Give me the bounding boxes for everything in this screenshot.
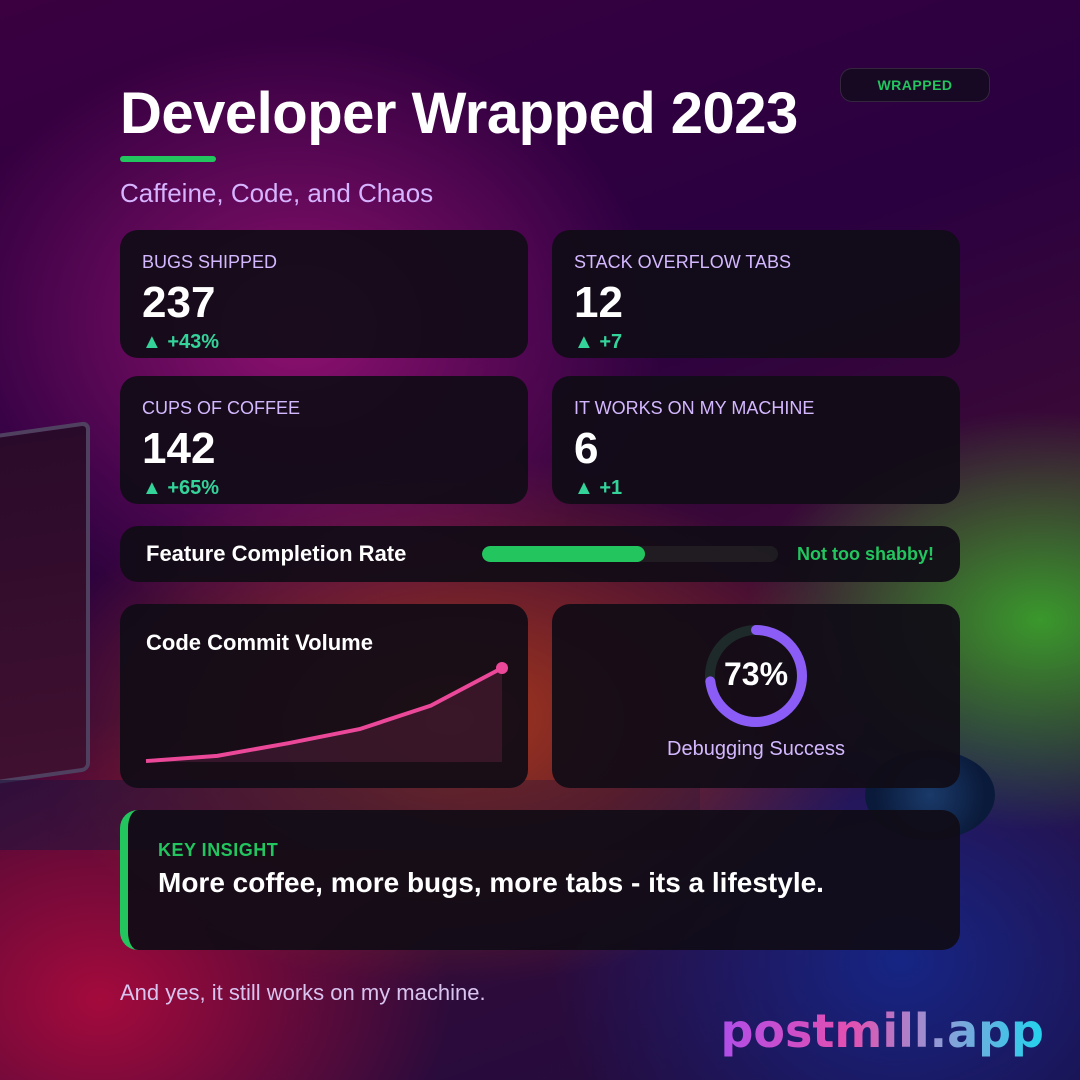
stat-label: IT WORKS ON MY MACHINE xyxy=(574,398,815,418)
completion-rate-card: Feature Completion Rate Not too shabby! xyxy=(120,526,960,582)
completion-progress-track xyxy=(482,546,778,562)
commit-volume-chart xyxy=(145,662,508,764)
commit-chart-title: Code Commit Volume xyxy=(146,630,373,655)
stat-delta: ▲ +1 xyxy=(574,477,623,499)
debugging-donut-chart xyxy=(705,625,807,727)
debugging-success-card: 73% Debugging Success xyxy=(552,604,960,788)
donut-progress-arc xyxy=(705,625,807,727)
stat-card-stack-overflow: STACK OVERFLOW TABS 12 ▲ +7 xyxy=(552,230,960,358)
key-insight-card: KEY INSIGHT More coffee, more bugs, more… xyxy=(120,810,960,950)
stat-label: BUGS SHIPPED xyxy=(142,252,278,272)
stat-value: 237 xyxy=(142,278,216,327)
completion-progress-fill xyxy=(482,546,645,562)
footer-text: And yes, it still works on my machine. xyxy=(120,980,486,1005)
stat-delta: ▲ +7 xyxy=(574,331,623,353)
wrapped-badge: WRAPPED xyxy=(840,68,990,102)
stat-label: STACK OVERFLOW TABS xyxy=(574,252,792,272)
commit-volume-card: Code Commit Volume xyxy=(120,604,528,788)
stat-card-coffee: CUPS OF COFFEE 142 ▲ +65% xyxy=(120,376,528,504)
commit-series-line xyxy=(145,666,503,764)
commit-area-fill xyxy=(146,668,502,762)
commit-end-point xyxy=(496,662,508,674)
completion-status: Not too shabby! xyxy=(797,544,934,564)
stat-value: 12 xyxy=(574,278,623,327)
title-underline xyxy=(120,156,216,162)
page-title: Developer Wrapped 2023 xyxy=(120,81,798,146)
background-laptop xyxy=(0,420,90,790)
stat-value: 142 xyxy=(142,424,216,473)
page-subtitle: Caffeine, Code, and Chaos xyxy=(120,178,434,208)
debugging-success-label: Debugging Success xyxy=(667,738,845,760)
stat-delta: ▲ +43% xyxy=(142,331,220,353)
completion-rate-label: Feature Completion Rate xyxy=(146,541,407,566)
stat-delta: ▲ +65% xyxy=(142,477,220,499)
key-insight-label: KEY INSIGHT xyxy=(158,840,279,860)
stat-card-bugs: BUGS SHIPPED 237 ▲ +43% xyxy=(120,230,528,358)
stat-card-works-on-machine: IT WORKS ON MY MACHINE 6 ▲ +1 xyxy=(552,376,960,504)
stat-value: 6 xyxy=(574,424,599,473)
key-insight-text: More coffee, more bugs, more tabs - its … xyxy=(158,867,824,898)
stat-label: CUPS OF COFFEE xyxy=(142,398,301,418)
brand-logo: postmill.app xyxy=(720,1004,1044,1058)
debugging-success-value: 73% xyxy=(723,656,789,692)
